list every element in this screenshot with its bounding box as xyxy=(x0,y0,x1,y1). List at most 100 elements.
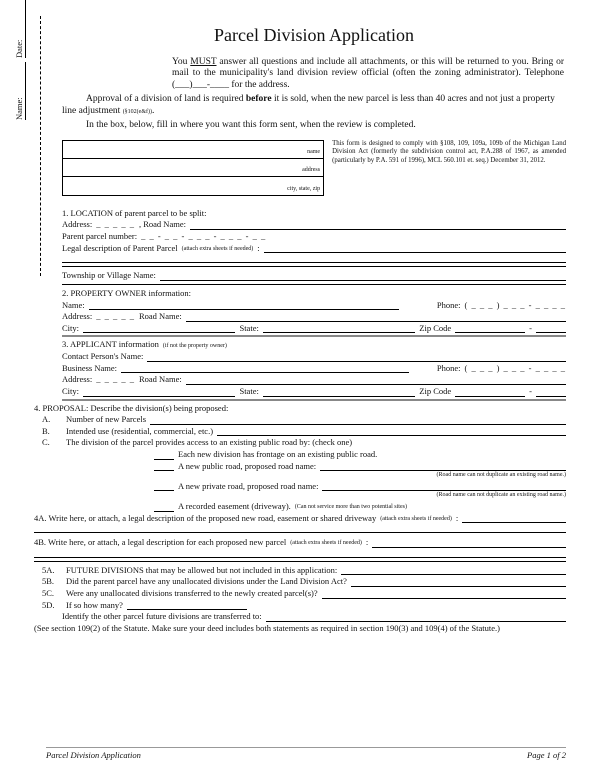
s2-heading: 2. PROPERTY OWNER information: xyxy=(62,288,566,299)
s2-zip4-field[interactable] xyxy=(536,324,566,333)
divider xyxy=(62,266,566,267)
s5d-field[interactable] xyxy=(127,601,247,610)
s3-phone-field[interactable]: ( _ _ _ ) _ _ _ - _ _ _ _ xyxy=(465,363,567,374)
s4a-line2[interactable] xyxy=(34,524,566,533)
s5b-letter: 5B. xyxy=(34,576,62,587)
s4-b-field[interactable] xyxy=(217,427,566,436)
mailing-csz-row[interactable]: city, state, zip xyxy=(63,177,323,195)
s4a-note: (attach extra sheets if needed) xyxy=(380,516,452,524)
vlabel-name[interactable]: Name: xyxy=(14,62,26,120)
mailing-name-row[interactable]: name xyxy=(63,141,323,159)
fold-line xyxy=(40,16,41,276)
s1-address-field[interactable]: _ _ _ _ _ xyxy=(96,219,135,230)
s4-c-text: The division of the parcel provides acce… xyxy=(66,437,352,448)
section-3: 3. APPLICANT information (if not the pro… xyxy=(62,339,566,396)
statute-note: This form is designed to comply with §10… xyxy=(332,140,566,196)
s4-roadnote-1: (Road name can not duplicate an existing… xyxy=(34,472,566,480)
s1-road-field[interactable] xyxy=(190,221,566,230)
s4b-field[interactable] xyxy=(372,539,566,548)
s1-legal-label: Legal description of Parent Parcel xyxy=(62,243,178,254)
s3-heading: 3. APPLICANT information xyxy=(62,339,159,350)
s4-a-field[interactable] xyxy=(150,416,566,425)
s5d-letter: 5D. xyxy=(34,600,62,611)
s1-township-field[interactable] xyxy=(160,272,566,281)
section-1: 1. LOCATION of parent parcel to be split… xyxy=(62,208,566,281)
s4-b-letter: B. xyxy=(34,426,62,437)
s5e-field[interactable] xyxy=(266,613,566,622)
divider-grey xyxy=(62,399,566,401)
s3-city-field[interactable] xyxy=(83,388,235,397)
s1-legal-line2[interactable] xyxy=(62,254,566,263)
s3-contact-label: Contact Person's Name: xyxy=(62,351,143,362)
s4a-field[interactable] xyxy=(462,514,566,523)
intro-p3: In the box, below, fill in where you wan… xyxy=(62,120,566,132)
s5a-field[interactable] xyxy=(341,566,566,575)
mailing-address-row[interactable]: address xyxy=(63,159,323,177)
s3-heading-note: (if not the property owner) xyxy=(163,343,227,351)
s3-city-label: City: xyxy=(62,386,79,397)
s4-c2-check[interactable] xyxy=(154,462,174,471)
s4b-text: 4B. Write here, or attach, a legal descr… xyxy=(34,537,286,548)
s2-road-field[interactable] xyxy=(186,313,566,322)
section-5: 5A.FUTURE DIVISIONS that may be allowed … xyxy=(34,565,566,634)
s1-ppn-label: Parent parcel number: xyxy=(62,231,137,242)
footer-page: Page 1 of 2 xyxy=(527,750,566,761)
s3-zip-label: Zip Code xyxy=(419,386,451,397)
s2-state-label: State: xyxy=(239,323,258,334)
s1-heading: 1. LOCATION of parent parcel to be split… xyxy=(62,208,566,219)
s3-road-field[interactable] xyxy=(186,376,566,385)
vlabel-date[interactable]: Date: xyxy=(14,0,26,58)
s1-road-label: , Road Name: xyxy=(139,219,186,230)
footer: Parcel Division Application Page 1 of 2 xyxy=(46,747,566,761)
s5b-field[interactable] xyxy=(351,578,566,587)
s2-state-field[interactable] xyxy=(263,324,415,333)
mailing-grid[interactable]: name address city, state, zip xyxy=(62,140,324,196)
s1-ppn-field[interactable]: _ _ - _ _ - _ _ _ - _ _ _ - _ _ xyxy=(141,231,266,242)
s1-legal-field[interactable] xyxy=(264,244,566,253)
s4a-text: 4A. Write here, or attach, a legal descr… xyxy=(34,513,376,524)
s3-phone-label: Phone: xyxy=(437,363,461,374)
s2-phone-field[interactable]: ( _ _ _ ) _ _ _ - _ _ _ _ xyxy=(465,300,567,311)
s3-zip4-field[interactable] xyxy=(536,388,566,397)
s5c-field[interactable] xyxy=(322,590,566,599)
s4-c3-field[interactable] xyxy=(322,482,566,491)
s5a-letter: 5A. xyxy=(34,565,62,576)
s3-addr-label: Address: xyxy=(62,374,92,385)
s4b-line2[interactable] xyxy=(34,549,566,558)
s3-addr-field[interactable]: _ _ _ _ _ xyxy=(96,374,135,385)
s4-c4-check[interactable] xyxy=(154,503,174,512)
s5d-text: If so how many? xyxy=(66,600,123,611)
s5b-text: Did the parent parcel have any unallocat… xyxy=(66,576,347,587)
s5c-text: Were any unallocated divisions transferr… xyxy=(66,588,318,599)
s4-c1-check[interactable] xyxy=(154,451,174,460)
s2-name-field[interactable] xyxy=(89,301,399,310)
s4-c3-check[interactable] xyxy=(154,482,174,491)
s2-zip-field[interactable] xyxy=(455,324,525,333)
s4-c2-field[interactable] xyxy=(320,462,566,471)
s4-c3-text: A new private road, proposed road name: xyxy=(178,481,318,492)
s2-name-label: Name: xyxy=(62,300,85,311)
divider-bold xyxy=(62,284,566,285)
s3-zip-field[interactable] xyxy=(455,388,525,397)
s3-road-label: Road Name: xyxy=(139,374,182,385)
s4b-note: (attach extra sheets if needed) xyxy=(290,540,362,548)
intro-p1: You MUST answer all questions and includ… xyxy=(172,57,564,93)
footer-title: Parcel Division Application xyxy=(46,750,141,761)
s4-a-text: Number of new Parcels xyxy=(66,414,146,425)
s2-city-field[interactable] xyxy=(83,324,235,333)
s3-state-field[interactable] xyxy=(263,388,415,397)
s2-road-label: Road Name: xyxy=(139,311,182,322)
s2-addr-field[interactable]: _ _ _ _ _ xyxy=(96,311,135,322)
s3-state-label: State: xyxy=(239,386,258,397)
s3-contact-field[interactable] xyxy=(147,353,566,362)
must-underline: MUST xyxy=(190,57,216,67)
s1-township-label: Township or Village Name: xyxy=(62,270,156,281)
vertical-labels: Parcel Number: Date: Name: xyxy=(14,0,26,120)
mailing-box: name address city, state, zip This form … xyxy=(62,140,566,196)
s3-business-field[interactable] xyxy=(121,364,409,373)
s4-c4-note: (Can not service more than two potential… xyxy=(295,504,407,512)
s5f-text: (See section 109(2) of the Statute. Make… xyxy=(34,623,566,634)
page: Parcel Number: Date: Name: Parcel Divisi… xyxy=(0,0,600,775)
s5e-text: Identify the other parcel future divisio… xyxy=(62,611,262,622)
s4-c4-text: A recorded easement (driveway). xyxy=(178,501,291,512)
